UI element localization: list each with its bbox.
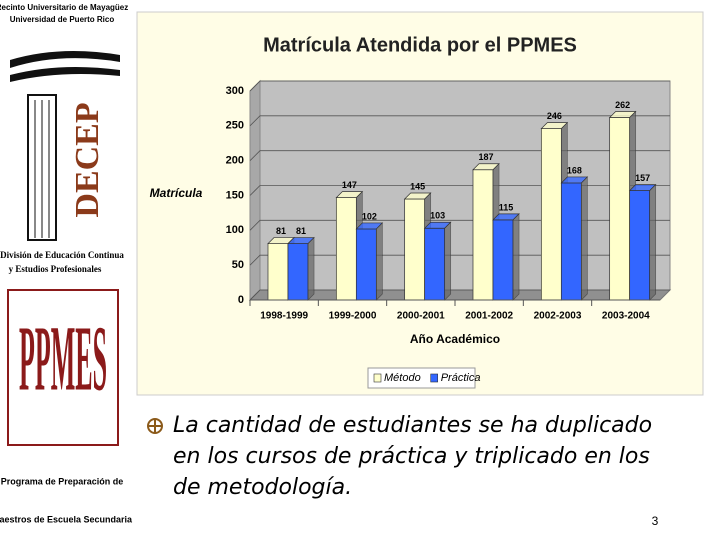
- bar: [424, 227, 446, 301]
- y-tick-label: 250: [226, 120, 244, 132]
- x-tick-label: 2000-2001: [397, 311, 445, 322]
- value-label: 262: [615, 100, 630, 110]
- bar: [560, 182, 582, 301]
- y-tick-label: 200: [226, 155, 244, 167]
- legend-label: Práctica: [441, 372, 481, 384]
- ppmes-name: Programa de Preparación de: [1, 476, 124, 486]
- bar: [629, 190, 651, 301]
- y-tick-label: 0: [238, 294, 244, 306]
- ppmes-frame: [7, 289, 119, 446]
- bar-side: [375, 222, 383, 301]
- grid-line: [249, 185, 670, 196]
- bar-side: [512, 213, 520, 301]
- y-tick-label: 150: [226, 189, 244, 201]
- grid-line: [249, 254, 670, 266]
- bar-side: [580, 176, 588, 301]
- legend-label: Método: [384, 372, 421, 384]
- bar-side: [444, 221, 452, 301]
- bullet-icon: [147, 418, 163, 434]
- x-tick-label: 2001-2002: [465, 311, 513, 322]
- x-tick-label: 1999-2000: [329, 311, 377, 322]
- grid-line: [249, 219, 670, 231]
- decep-name: y Estudios Profesionales: [9, 264, 102, 274]
- value-label: 187: [478, 152, 493, 162]
- bar: [404, 198, 426, 301]
- x-tick-label: 2003-2004: [602, 311, 650, 322]
- bar: [355, 228, 377, 301]
- chart-title: Matrícula Atendida por el PPMES: [263, 34, 577, 56]
- bar: [540, 128, 562, 301]
- ppmes-logo: PPMES: [19, 306, 107, 410]
- value-label: 147: [342, 180, 357, 190]
- y-tick-label: 300: [226, 85, 244, 97]
- decep-name: División de Educación Continua: [0, 250, 124, 260]
- campus-text: Recinto Universitario de Mayagüez: [0, 3, 128, 12]
- value-label: 168: [567, 165, 582, 175]
- grid-line: [249, 115, 670, 127]
- y-tick-label: 100: [226, 224, 244, 236]
- value-label: 115: [499, 202, 514, 212]
- university-text: Universidad de Puerto Rico: [10, 15, 115, 24]
- legend-box: [367, 367, 476, 389]
- bar: [335, 197, 357, 301]
- legend-swatch: [430, 373, 439, 383]
- bar-side: [649, 183, 657, 301]
- bar: [472, 169, 494, 301]
- ppmes-name: Maestros de Escuela Secundaria: [0, 514, 133, 524]
- value-label: 145: [410, 181, 425, 191]
- value-label: 81: [296, 226, 306, 236]
- bar: [267, 243, 289, 301]
- legend-swatch: [373, 373, 382, 383]
- x-tick-label: 2002-2003: [534, 311, 582, 322]
- bar-side: [307, 236, 315, 301]
- value-label: 81: [276, 226, 286, 236]
- bullet-text: La cantidad de estudiantes se ha duplica…: [173, 413, 653, 500]
- value-label: 246: [547, 111, 562, 121]
- bar: [609, 117, 631, 301]
- value-label: 102: [362, 211, 377, 221]
- value-label: 103: [430, 211, 445, 221]
- y-tick-label: 50: [232, 259, 244, 271]
- x-axis-label: Año Académico: [410, 332, 500, 346]
- grid-line: [249, 80, 670, 92]
- value-label: 157: [635, 173, 650, 183]
- grid-line: [249, 289, 670, 301]
- bar: [492, 219, 514, 301]
- y-axis-label: Matrícula: [150, 186, 203, 200]
- bar: [287, 243, 309, 301]
- page-number: 3: [652, 514, 659, 528]
- x-tick-label: 1998-1999: [260, 311, 308, 322]
- decep-logo: DECEP: [69, 102, 106, 217]
- grid-line: [249, 150, 670, 161]
- decep-column: [10, 51, 120, 241]
